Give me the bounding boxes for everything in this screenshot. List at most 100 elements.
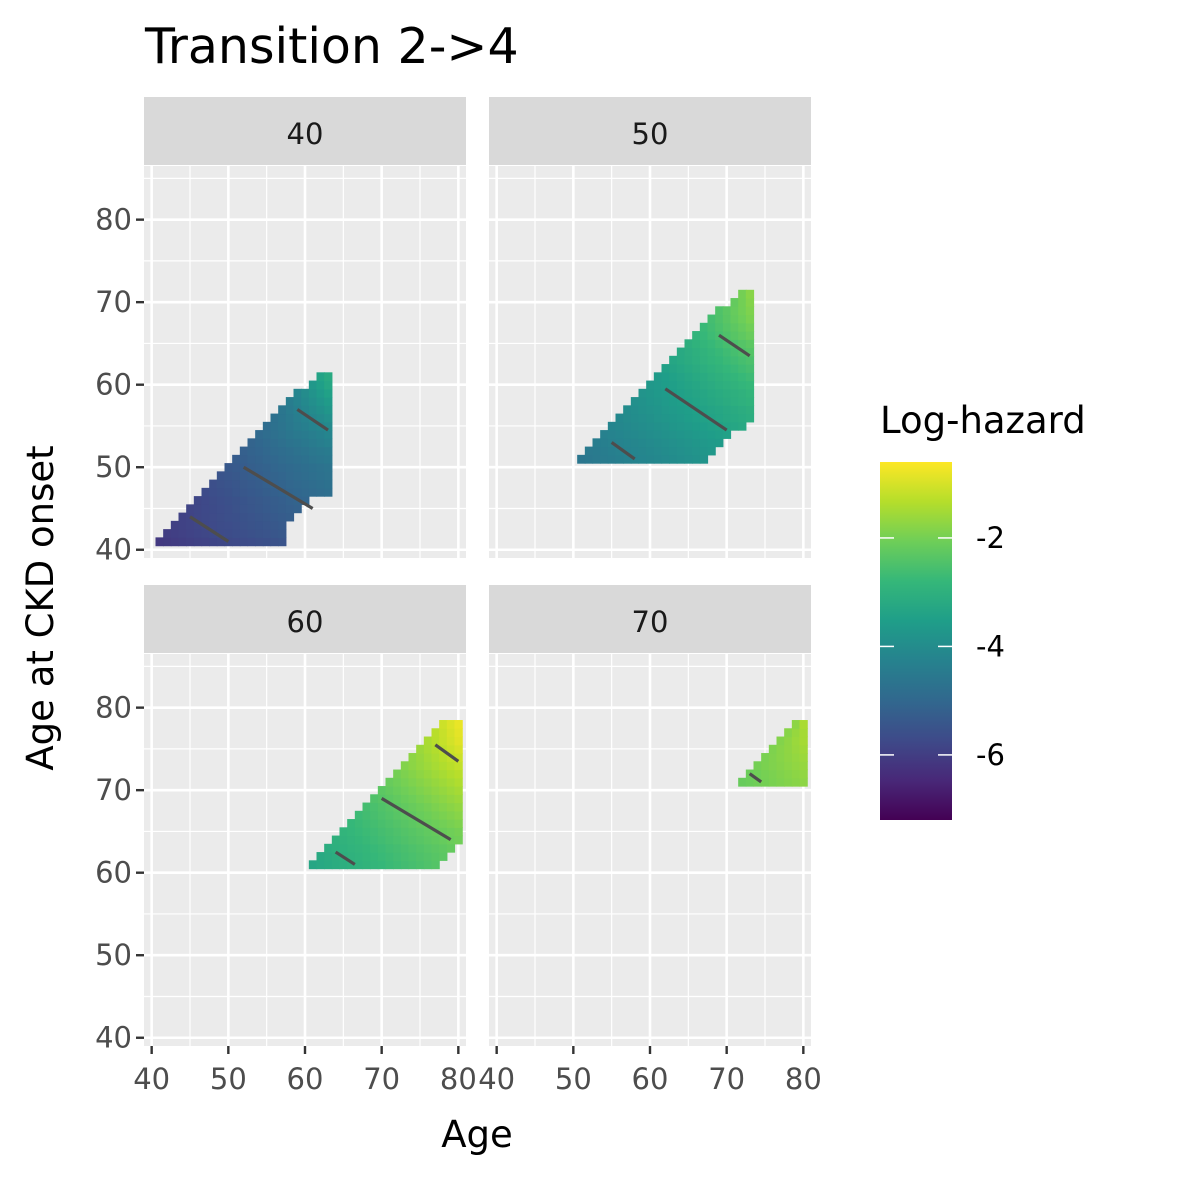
- heatmap-tile: [270, 520, 279, 530]
- heatmap-tile: [347, 835, 356, 845]
- heatmap-tile: [232, 537, 241, 547]
- heatmap-tile: [316, 446, 325, 456]
- heatmap-tile: [661, 430, 670, 439]
- heatmap-tile: [423, 794, 433, 804]
- heatmap-tile: [439, 835, 448, 845]
- heatmap-tile: [738, 405, 747, 415]
- heatmap-tile: [155, 537, 164, 547]
- heatmap-tile: [715, 405, 724, 415]
- heatmap-tile: [170, 520, 180, 530]
- heatmap-tile: [400, 819, 410, 828]
- heatmap-tile: [615, 438, 624, 448]
- heatmap-tile: [684, 380, 693, 390]
- heatmap-tile: [676, 446, 686, 456]
- heatmap-tile: [431, 860, 440, 870]
- contour-line: [718, 333, 751, 358]
- heatmap-tile: [416, 802, 425, 812]
- heatmap-tile: [408, 794, 417, 804]
- heatmap-tile: [684, 454, 693, 464]
- heatmap-tile: [270, 430, 279, 439]
- heatmap-tile: [247, 479, 256, 489]
- heatmap-tile: [745, 314, 755, 324]
- heatmap-tile: [347, 852, 356, 861]
- heatmap-tile: [431, 761, 440, 771]
- heatmap-tile: [293, 471, 302, 481]
- heatmap-tile: [454, 753, 463, 762]
- strip-label-40: 40: [287, 117, 324, 151]
- heatmap-tile: [454, 769, 463, 779]
- heatmap-tile: [416, 843, 425, 853]
- heatmap-tile: [707, 430, 716, 439]
- heatmap-tile: [186, 504, 195, 514]
- heatmap-tile: [623, 405, 632, 415]
- heatmap-tile: [753, 769, 762, 779]
- heatmap-tile: [308, 421, 318, 431]
- heatmap-tile: [600, 430, 609, 439]
- heatmap-tile: [362, 852, 371, 861]
- heatmap-tile: [224, 463, 233, 472]
- heatmap-tile: [385, 819, 394, 828]
- heatmap-tile: [186, 520, 195, 530]
- heatmap-tile: [232, 454, 241, 464]
- heatmap-tile: [699, 322, 709, 332]
- heatmap-tile: [446, 769, 456, 779]
- heatmap-tile: [278, 446, 287, 456]
- heatmap-tile: [692, 421, 701, 431]
- heatmap-tile: [738, 331, 747, 340]
- heatmap-tile: [707, 372, 716, 382]
- heatmap-tile: [791, 777, 801, 787]
- heatmap-tile: [308, 487, 318, 497]
- heatmap-tile: [699, 430, 709, 439]
- heatmap-tile: [431, 786, 440, 795]
- heatmap-tile: [278, 504, 287, 514]
- heatmap-tile: [301, 413, 310, 423]
- heatmap-tile: [791, 761, 801, 771]
- heatmap-tile: [331, 852, 341, 861]
- heatmap-tile: [324, 397, 333, 406]
- y-tick-label: 40: [95, 1021, 132, 1055]
- heatmap-tile: [730, 405, 739, 415]
- heatmap-tile: [247, 454, 256, 464]
- heatmap-tile: [423, 802, 433, 812]
- heatmap-tile: [676, 413, 686, 423]
- heatmap-tile: [669, 446, 678, 456]
- heatmap-tile: [301, 479, 310, 489]
- heatmap-tile: [699, 446, 709, 456]
- heatmap-tile: [247, 520, 256, 530]
- heatmap-tile: [722, 405, 732, 415]
- heatmap-tile: [270, 504, 279, 514]
- heatmap-tile: [232, 529, 241, 538]
- heatmap-tile: [446, 802, 456, 812]
- heatmap-tile: [722, 372, 732, 382]
- heatmap-tile: [232, 512, 241, 522]
- heatmap-tile: [400, 843, 410, 853]
- heatmap-tile: [439, 786, 448, 795]
- heatmap-tile: [316, 388, 325, 398]
- y-tick-label: 50: [95, 938, 132, 972]
- heatmap-tile: [416, 761, 425, 771]
- heatmap-tile: [393, 852, 402, 861]
- heatmap-tile: [799, 736, 808, 746]
- heatmap-tile: [224, 479, 233, 489]
- heatmap-tile: [278, 430, 287, 439]
- heatmap-tile: [408, 827, 417, 837]
- heatmap-tile: [308, 405, 318, 415]
- heatmap-tile: [799, 753, 808, 762]
- heatmap-tile: [262, 487, 272, 497]
- heatmap-tile: [301, 446, 310, 456]
- heatmap-tile: [715, 364, 724, 373]
- heatmap-tile: [707, 438, 716, 448]
- heatmap-tile: [669, 355, 678, 365]
- heatmap-tile: [454, 777, 463, 787]
- heatmap-tile: [400, 777, 410, 787]
- heatmap-tile: [301, 438, 310, 448]
- heatmap-tile: [331, 843, 341, 853]
- heatmap-tile: [646, 421, 655, 431]
- heatmap-tile: [262, 463, 272, 472]
- heatmap-tile: [301, 487, 310, 497]
- heatmap-tile: [400, 786, 410, 795]
- heatmap-tile: [216, 496, 226, 505]
- heatmap-tile: [308, 454, 318, 464]
- heatmap-tile: [745, 331, 755, 340]
- heatmap-tile: [416, 777, 425, 787]
